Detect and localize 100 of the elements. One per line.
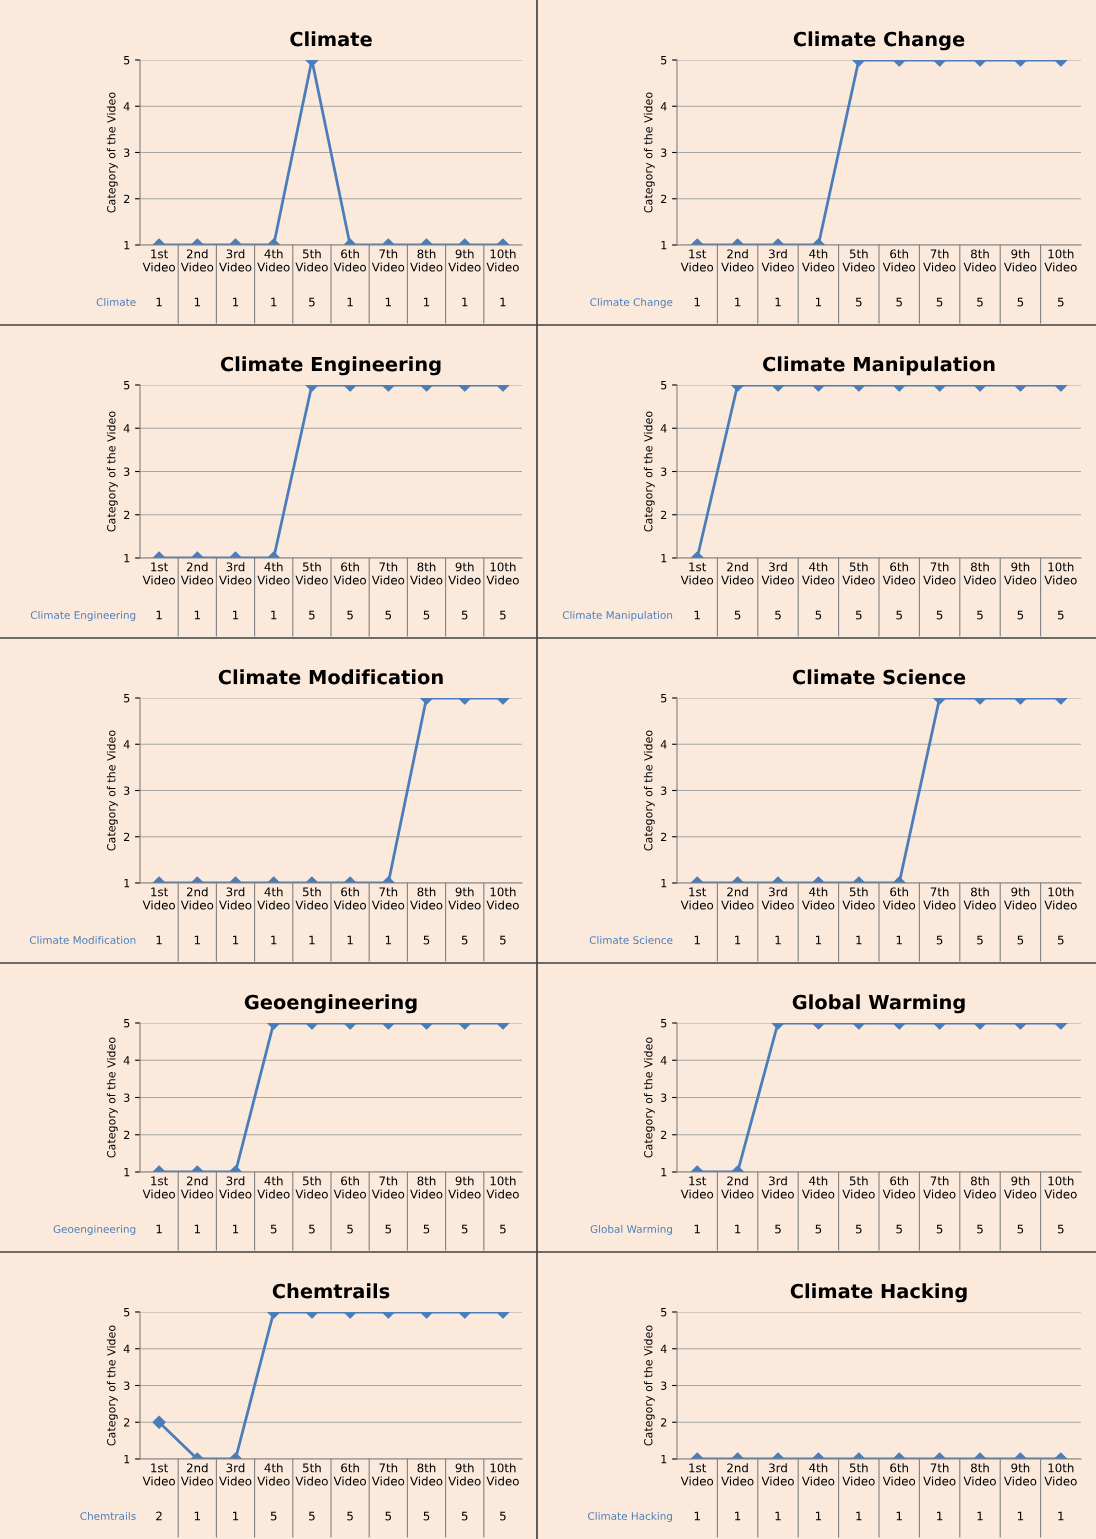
x-tick-label: 5th Video bbox=[842, 1176, 875, 1199]
x-tick-label: 7th Video bbox=[371, 1463, 405, 1486]
y-axis-title: Category of the Video bbox=[106, 92, 118, 213]
x-tick-label: 9th Video bbox=[448, 887, 481, 910]
data-label: 1 bbox=[194, 1224, 200, 1234]
data-label: 5 bbox=[423, 610, 430, 620]
y-tick-label: 1 bbox=[124, 1168, 130, 1177]
data-label: 5 bbox=[855, 1224, 862, 1234]
x-tick-label: 1st Video bbox=[680, 562, 714, 585]
y-tick-label: 4 bbox=[123, 1056, 130, 1065]
x-tick-label: 4th Video bbox=[257, 887, 290, 910]
data-label: 5 bbox=[347, 1224, 353, 1234]
data-label: 5 bbox=[500, 1511, 506, 1521]
data-label: 5 bbox=[1017, 935, 1024, 945]
data-label: 5 bbox=[1017, 297, 1024, 307]
data-label: 1 bbox=[500, 297, 506, 307]
data-label: 1 bbox=[815, 1511, 822, 1521]
x-tick-label: 2nd Video bbox=[180, 1176, 214, 1199]
y-tick-label: 3 bbox=[661, 148, 667, 157]
y-tick-label: 1 bbox=[661, 879, 667, 888]
x-tick-label: 1st Video bbox=[680, 887, 714, 910]
x-tick-label: 9th Video bbox=[1003, 1176, 1037, 1199]
x-tick-label: 7th Video bbox=[371, 562, 405, 585]
x-tick-label: 4th Video bbox=[257, 1176, 290, 1199]
x-tick-label: 8th Video bbox=[410, 887, 443, 910]
y-tick-label: 3 bbox=[124, 1093, 130, 1102]
x-tick-label: 4th Video bbox=[257, 249, 290, 272]
text: Climate Change bbox=[590, 297, 673, 309]
y-tick-label: 3 bbox=[661, 786, 667, 795]
data-label: 1 bbox=[735, 1224, 741, 1234]
data-label: 5 bbox=[385, 610, 392, 620]
y-tick-label: 2 bbox=[661, 832, 667, 841]
x-tick-label: 10th Video bbox=[486, 249, 519, 272]
data-label: 5 bbox=[1017, 610, 1024, 620]
data-label: 5 bbox=[936, 297, 943, 307]
y-tick-label: 1 bbox=[124, 554, 130, 563]
x-tick-label: 3rd Video bbox=[761, 1463, 794, 1486]
data-label: 1 bbox=[347, 935, 353, 945]
data-label: 5 bbox=[309, 610, 315, 620]
y-axis-title: Category of the Video bbox=[106, 1325, 118, 1446]
x-tick-label: 6th Video bbox=[882, 562, 916, 585]
y-tick-label: 5 bbox=[661, 1308, 667, 1317]
x-tick-label: 8th Video bbox=[410, 562, 443, 585]
x-tick-label: 3rd Video bbox=[219, 1463, 252, 1486]
x-tick-label: 10th Video bbox=[1044, 249, 1077, 272]
x-tick-label: 5th Video bbox=[295, 1463, 328, 1486]
x-tick-label: 4th Video bbox=[257, 1463, 290, 1486]
x-tick-label: 5th Video bbox=[295, 562, 328, 585]
y-tick-label: 5 bbox=[124, 1308, 130, 1317]
y-tick-label: 2 bbox=[661, 194, 667, 203]
data-label: 5 bbox=[347, 1511, 353, 1521]
data-label: 1 bbox=[194, 297, 200, 307]
x-tick-label: 9th Video bbox=[1003, 562, 1037, 585]
x-tick-label: 1st Video bbox=[142, 562, 175, 585]
y-tick-label: 2 bbox=[124, 1130, 130, 1139]
point bbox=[152, 1415, 166, 1429]
x-tick-label: 7th Video bbox=[923, 562, 956, 585]
x-tick-label: 6th Video bbox=[333, 1463, 366, 1486]
y-tick-label: 4 bbox=[660, 740, 667, 749]
data-label: 1 bbox=[694, 297, 700, 307]
data-label: 1 bbox=[977, 1511, 983, 1521]
data-label: 1 bbox=[233, 297, 239, 307]
chart-title: Climate Manipulation bbox=[763, 356, 995, 376]
chart-title: Climate Hacking bbox=[790, 1283, 967, 1303]
data-label: 2 bbox=[156, 1511, 162, 1521]
y-tick-label: 5 bbox=[124, 56, 130, 65]
x-tick-label: 9th Video bbox=[448, 1463, 481, 1486]
x-tick-label: 7th Video bbox=[923, 249, 956, 272]
x-tick-label: 5th Video bbox=[842, 1463, 875, 1486]
x-tick-label: 10th Video bbox=[486, 562, 519, 585]
y-tick-label: 1 bbox=[661, 554, 667, 563]
x-tick-label: 8th Video bbox=[410, 1463, 443, 1486]
x-tick-label: 2nd Video bbox=[721, 887, 754, 910]
x-tick-label: 5th Video bbox=[842, 887, 875, 910]
y-tick-label: 1 bbox=[661, 1168, 667, 1177]
data-label: 1 bbox=[271, 935, 277, 945]
y-axis-title: Category of the Video bbox=[643, 411, 655, 532]
y-tick-label: 3 bbox=[124, 1381, 130, 1390]
data-label: 1 bbox=[233, 610, 239, 620]
x-tick-label: 10th Video bbox=[1044, 1176, 1077, 1199]
data-label: 1 bbox=[775, 297, 781, 307]
x-tick-label: 6th Video bbox=[333, 249, 366, 272]
chart-title: Geoengineering bbox=[244, 994, 417, 1014]
data-label: 1 bbox=[694, 935, 700, 945]
data-label: 5 bbox=[423, 935, 430, 945]
y-tick-label: 2 bbox=[124, 1418, 130, 1427]
x-tick-label: 2nd Video bbox=[180, 887, 214, 910]
x-tick-label: 8th Video bbox=[963, 249, 996, 272]
data-label: 5 bbox=[815, 1224, 822, 1234]
x-tick-label: 3rd Video bbox=[219, 249, 252, 272]
x-tick-label: 2nd Video bbox=[721, 1463, 754, 1486]
y-tick-label: 4 bbox=[660, 424, 667, 433]
data-label: 5 bbox=[775, 610, 781, 620]
data-label: 5 bbox=[1057, 610, 1064, 620]
x-tick-label: 4th Video bbox=[801, 249, 835, 272]
data-label: 5 bbox=[815, 610, 822, 620]
x-tick-label: 4th Video bbox=[257, 562, 290, 585]
text: Chemtrails bbox=[80, 1511, 136, 1521]
y-tick-label: 5 bbox=[661, 1019, 667, 1028]
data-label: 1 bbox=[937, 1511, 943, 1521]
